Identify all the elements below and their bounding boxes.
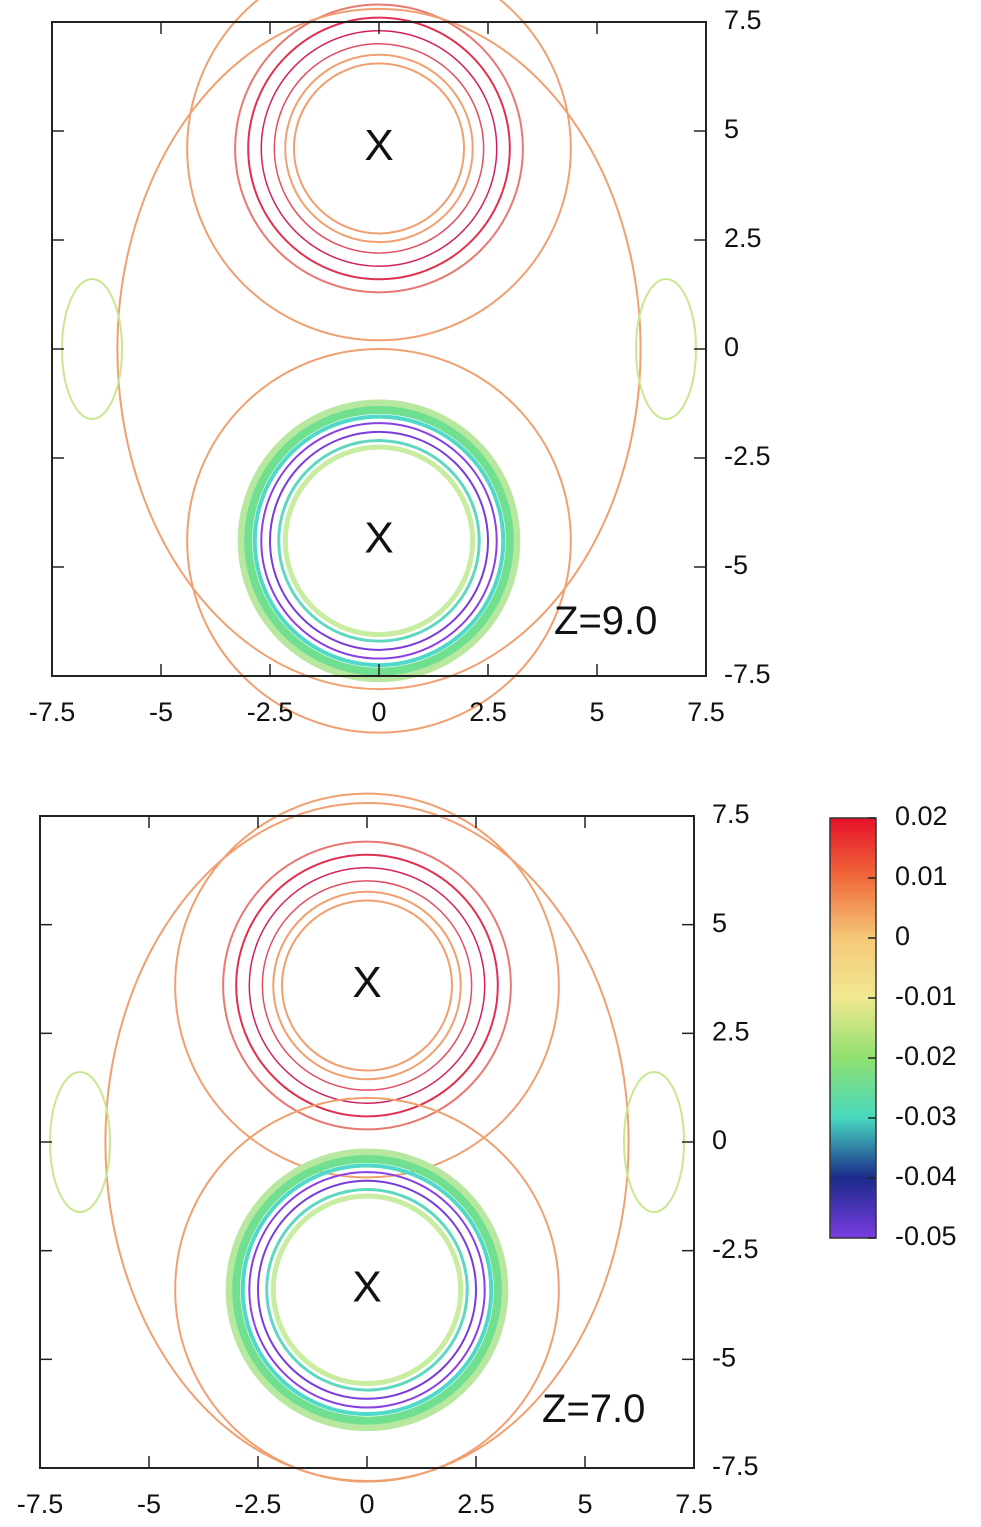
colorbar-tick-label: 0.01	[895, 861, 948, 891]
x-tick-label: -5	[137, 1489, 161, 1519]
y-tick-label: -2.5	[712, 1234, 759, 1264]
y-tick-label: 2.5	[724, 223, 762, 253]
contour-line	[104, 801, 630, 1483]
x-tick-label: 2.5	[457, 1489, 495, 1519]
annotation: X	[364, 121, 393, 170]
annotation: X	[352, 1262, 381, 1311]
contour-line	[284, 53, 474, 244]
x-tick-label: -5	[149, 697, 173, 727]
y-tick-label: -5	[712, 1342, 736, 1372]
colorbar	[829, 817, 877, 1239]
colorbar-tick-label: 0	[895, 921, 910, 951]
x-tick-label: 0	[371, 697, 386, 727]
colorbar-tick-label: 0.02	[895, 801, 948, 831]
contour-line	[261, 880, 473, 1091]
contour-line	[269, 430, 489, 651]
contour-line	[247, 16, 511, 281]
plot-frame	[39, 815, 695, 1469]
contour-line	[234, 3, 524, 294]
colorbar-tick-label: -0.02	[895, 1041, 957, 1071]
x-tick-label: 0	[359, 1489, 374, 1519]
x-tick-label: 5	[577, 1489, 592, 1519]
y-tick-label: -7.5	[724, 659, 771, 689]
contour-line	[292, 62, 466, 235]
x-tick-label: -7.5	[17, 1489, 64, 1519]
x-tick-label: 7.5	[687, 697, 725, 727]
colorbar-tick-label: -0.01	[895, 981, 957, 1011]
y-tick-label: -5	[724, 550, 748, 580]
contour-line	[232, 1154, 502, 1425]
y-tick-label: -7.5	[712, 1451, 759, 1481]
y-tick-label: -2.5	[724, 441, 771, 471]
contour-line	[174, 792, 560, 1179]
contour-line	[248, 1171, 486, 1409]
colorbar-tick-label: -0.03	[895, 1101, 957, 1131]
annotation: X	[364, 513, 393, 562]
contour-line	[49, 1071, 111, 1213]
contour-line	[186, 348, 572, 734]
annotation: Z=7.0	[542, 1387, 645, 1431]
y-tick-label: 5	[712, 908, 727, 938]
contour-line	[265, 1188, 469, 1392]
y-tick-label: 0	[712, 1125, 727, 1155]
contour-line	[260, 422, 498, 660]
contour-line	[272, 890, 462, 1081]
x-tick-label: -7.5	[29, 697, 76, 727]
y-tick-label: 7.5	[712, 799, 750, 829]
contour-line	[635, 278, 697, 420]
contour-line	[225, 1148, 509, 1432]
contour-line	[237, 399, 521, 683]
x-tick-label: -2.5	[235, 1489, 282, 1519]
x-tick-label: 5	[589, 697, 604, 727]
contour-line	[116, 7, 642, 691]
contour-line	[61, 278, 123, 420]
y-tick-label: 0	[724, 332, 739, 362]
x-tick-label: -2.5	[247, 697, 294, 727]
contour-line	[235, 853, 499, 1118]
x-tick-label: 2.5	[469, 697, 507, 727]
colorbar-tick-label: -0.05	[895, 1221, 957, 1251]
contour-line	[186, 0, 572, 342]
x-tick-label: 7.5	[675, 1489, 713, 1519]
contour-line	[282, 444, 476, 638]
contour-line	[248, 867, 486, 1104]
contour-line	[222, 840, 512, 1131]
colorbar-tick-label: -0.04	[895, 1161, 957, 1191]
contour-line	[277, 439, 481, 643]
y-tick-label: 5	[724, 114, 739, 144]
annotation: X	[352, 958, 381, 1007]
contour-line	[280, 899, 454, 1072]
annotation: Z=9.0	[554, 599, 657, 643]
contour-line	[623, 1071, 685, 1213]
y-tick-label: 7.5	[724, 5, 762, 35]
contour-line	[240, 1163, 494, 1417]
contour-line	[257, 1179, 477, 1400]
contour-line	[273, 43, 485, 254]
contour-line	[270, 1193, 464, 1387]
y-tick-label: 2.5	[712, 1016, 750, 1046]
